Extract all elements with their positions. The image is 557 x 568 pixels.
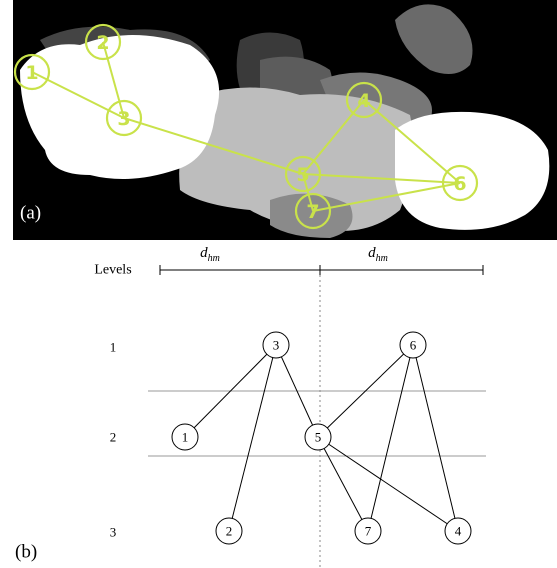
level-label: 2: [110, 430, 117, 445]
node-label: 2: [226, 524, 233, 539]
node-label: 5: [315, 430, 322, 445]
level-label: 1: [110, 340, 117, 355]
distance-label: dhm: [368, 245, 388, 264]
node-label: 7: [306, 201, 319, 223]
node-label: 1: [182, 430, 189, 445]
node-label: 4: [455, 524, 462, 539]
node-label: 3: [273, 338, 280, 353]
level-label: 3: [110, 525, 117, 540]
node-label: 6: [410, 338, 417, 353]
panel-label: (a): [20, 203, 41, 224]
diagram-nodes: 1 2 3 4 5 6 7: [172, 332, 471, 544]
node-label: 7: [365, 524, 372, 539]
node-label: 3: [117, 108, 130, 130]
distance-label: dhm: [200, 245, 220, 264]
node-label: 2: [96, 32, 109, 54]
node-label: 1: [25, 62, 38, 84]
figure: 1 2 3 4 5 6 7 (a) Levels dhm dhm 1 2 3 1 2 3 4 5 6 7…: [0, 0, 557, 568]
node-label: 4: [357, 90, 370, 112]
segmentation-image: [13, 0, 557, 240]
panel-label: (b): [15, 542, 37, 563]
node-label: 6: [453, 173, 466, 195]
node-label: 5: [296, 164, 309, 186]
hierarchy-diagram: Levels dhm dhm 1 2 3: [94, 245, 486, 568]
levels-header: Levels: [94, 263, 131, 278]
